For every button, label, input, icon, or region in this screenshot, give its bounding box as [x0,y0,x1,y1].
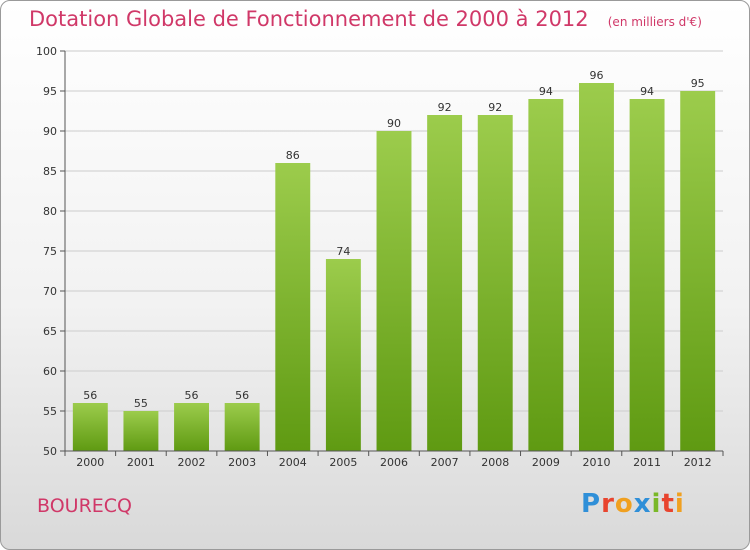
y-tick-label: 95 [43,85,57,98]
title-row: Dotation Globale de Fonctionnement de 20… [29,7,702,31]
y-tick-label: 80 [43,205,57,218]
data-label: 86 [286,149,300,162]
data-label: 90 [387,117,401,130]
bar [224,403,260,451]
labels: 50 55 60 65 70 75 80 85 90 95 100 56 2000 55 2001 56 200… [36,45,712,469]
bar [477,115,513,451]
bars [72,83,716,451]
logo-letter: P [581,489,602,519]
data-label: 56 [83,389,97,402]
chart-subtitle: (en milliers d'€) [607,15,702,29]
data-label: 92 [438,101,452,114]
y-tick-label: 50 [43,445,57,458]
y-tick-label: 90 [43,125,57,138]
x-tick-label: 2005 [329,456,357,469]
bar [275,163,311,451]
data-label: 56 [235,389,249,402]
x-tick-label: 2002 [178,456,206,469]
bar [427,115,463,451]
data-label: 95 [691,77,705,90]
x-tick-label: 2011 [633,456,661,469]
logo-letter: i [651,489,662,519]
data-label: 94 [640,85,654,98]
x-tick-label: 2008 [481,456,509,469]
data-label: 74 [336,245,350,258]
y-tick-label: 60 [43,365,57,378]
chart-title: Dotation Globale de Fonctionnement de 20… [29,7,589,31]
x-tick-label: 2006 [380,456,408,469]
bar [680,91,716,451]
data-label: 96 [589,69,603,82]
x-tick-label: 2001 [127,456,155,469]
y-tick-label: 65 [43,325,57,338]
bar [528,99,564,451]
x-tick-label: 2007 [431,456,459,469]
x-tick-label: 2009 [532,456,560,469]
bar [629,99,665,451]
x-tick-label: 2000 [76,456,104,469]
x-tick-label: 2004 [279,456,307,469]
bar [123,411,159,451]
axes [60,50,724,456]
logo-letter: o [614,489,634,519]
logo-letter: r [601,489,615,519]
data-label: 56 [185,389,199,402]
logo-letter: i [674,489,685,519]
bar [174,403,210,451]
logo-letter: x [633,489,652,519]
data-label: 92 [488,101,502,114]
bar [578,83,614,451]
proxiti-logo: Proxiti [581,489,685,519]
commune-name: BOURECQ [37,495,132,517]
y-tick-label: 55 [43,405,57,418]
x-tick-label: 2003 [228,456,256,469]
y-tick-label: 85 [43,165,57,178]
y-tick-label: 70 [43,285,57,298]
data-label: 55 [134,397,148,410]
x-tick-label: 2012 [684,456,712,469]
y-tick-label: 100 [36,45,57,58]
bar [325,259,361,451]
bar [376,131,412,451]
bar [72,403,108,451]
y-tick-label: 75 [43,245,57,258]
x-tick-label: 2010 [582,456,610,469]
data-label: 94 [539,85,553,98]
logo-letter: t [661,489,675,519]
